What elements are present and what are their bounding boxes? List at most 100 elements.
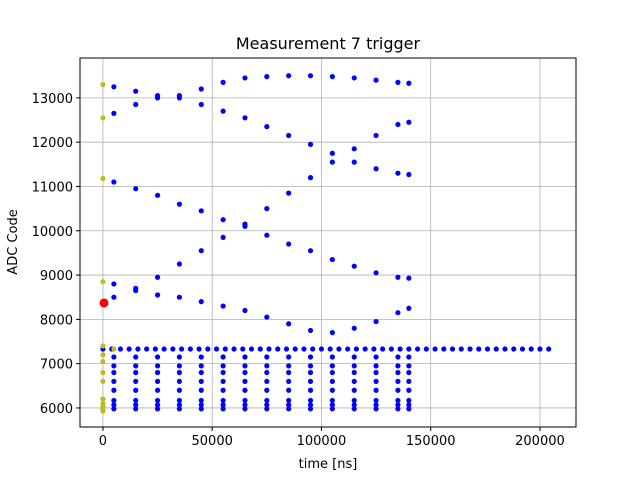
point [373,397,379,404]
point [111,378,117,384]
point [220,354,226,360]
point [406,80,412,86]
point [111,110,117,116]
point [441,346,447,352]
point [519,346,526,352]
point [198,387,204,393]
point [242,378,248,384]
point [126,346,132,352]
point [176,402,183,408]
point [511,346,517,352]
point [133,186,139,192]
point [133,88,139,94]
point [242,406,248,412]
x-tick-label: 200000 [515,434,565,449]
point [476,346,482,352]
point [154,292,161,298]
point [111,354,117,360]
point [264,369,270,376]
point [154,402,161,408]
point [100,369,106,376]
point [432,346,438,352]
point [286,387,292,393]
point [198,369,204,376]
point [264,124,270,130]
point [264,363,270,369]
point [220,79,226,85]
point [371,346,377,352]
point [414,346,421,352]
point [286,378,292,384]
point [329,256,335,263]
point [395,363,401,369]
point [266,346,272,352]
point [307,363,314,369]
point [329,354,335,360]
point [353,346,360,352]
chart-title: Measurement 7 trigger [236,34,421,53]
point [286,406,292,412]
point [242,115,248,121]
point [100,81,106,88]
point [406,305,412,311]
point [220,369,226,376]
point [395,310,401,316]
point [373,318,379,325]
plot-frame [79,57,577,428]
point [395,354,401,360]
point [176,363,183,369]
y-tick-label: 8000 [40,313,73,328]
point [395,397,401,404]
point [100,408,106,414]
point [133,354,139,360]
point [133,369,139,376]
point [176,354,183,360]
point [176,294,183,300]
point [307,369,314,376]
x-tick-label: 150000 [406,434,456,449]
point [373,363,379,369]
point [133,378,139,384]
point [406,369,412,376]
point [198,208,204,214]
point [154,397,161,404]
point [99,298,109,308]
point [176,378,183,384]
point [133,387,139,393]
point [264,387,270,393]
point [198,86,204,92]
point [275,346,281,352]
point [100,175,106,182]
point [220,363,226,369]
point [406,387,412,393]
point [240,346,246,352]
point [111,363,117,369]
point [220,108,226,114]
point [154,363,161,369]
point [111,406,117,412]
point [329,406,335,412]
point [161,346,167,352]
point [154,354,161,360]
point [307,378,314,384]
point [395,378,401,384]
point [286,402,292,408]
point [111,387,117,393]
point [329,369,335,376]
point [329,363,335,369]
point [135,346,141,352]
point [351,354,357,360]
point [406,378,412,384]
point [198,363,204,369]
point [329,159,335,165]
point [307,387,314,393]
point [380,346,386,352]
point [395,121,401,128]
point [144,346,150,352]
point [351,387,357,393]
point [351,325,357,331]
point [198,299,204,305]
point [373,402,379,408]
point [198,402,204,408]
